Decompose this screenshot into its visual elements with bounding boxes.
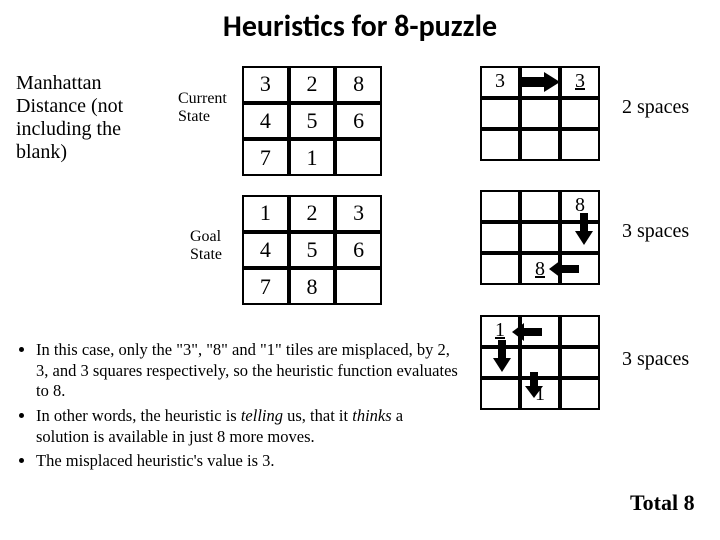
e3-2-2 [560,378,600,410]
e1-2-2 [560,129,600,161]
cs-1-1: 5 [289,103,336,140]
cs-0-2: 8 [335,66,382,103]
gs-2-0: 7 [242,268,289,305]
bullet-2: In other words, the heuristic is telling… [36,406,458,447]
cs-1-0: 4 [242,103,289,140]
current-state-grid: 3 2 8 4 5 6 7 1 [242,66,382,176]
e3-2-0 [480,378,520,410]
e2-1-1 [520,222,560,254]
arrow-down-icon [575,213,593,245]
gs-0-2: 3 [335,195,382,232]
e1-2-1 [520,129,560,161]
bullet-list: In this case, only the "3", "8" and "1" … [18,340,458,476]
e1-1-2 [560,98,600,130]
e3-1-2 [560,347,600,379]
example3-note: 3 spaces [622,348,689,371]
gs-1-2: 6 [335,232,382,269]
e2-2-0 [480,253,520,285]
cs-0-0: 3 [242,66,289,103]
arrow-down3-icon [525,372,543,398]
cs-1-2: 6 [335,103,382,140]
gs-0-1: 2 [289,195,336,232]
cs-2-1: 1 [289,139,336,176]
example1-note: 2 spaces [622,96,689,119]
cs-2-0: 7 [242,139,289,176]
example2-note: 3 spaces [622,220,689,243]
bullet2-b: us, that it [283,406,352,425]
gs-1-0: 4 [242,232,289,269]
subtitle: Manhattan Distance (not including the bl… [16,72,176,164]
arrow-left-icon [549,260,579,278]
cs-2-2 [335,139,382,176]
e1-0-2: 3 [560,66,600,98]
page-title: Heuristics for 8-puzzle [0,8,720,45]
e1-2-0 [480,129,520,161]
current-state-label: Current State [178,90,238,125]
e2-0-1 [520,190,560,222]
bullet2-a: In other words, the heuristic is [36,406,241,425]
arrow-left2-icon [512,323,542,341]
bullet-3: The misplaced heuristic's value is 3. [36,451,458,472]
bullet2-j: thinks [352,406,391,425]
total-label: Total 8 [630,490,695,516]
e2-1-0 [480,222,520,254]
bullet-1: In this case, only the "3", "8" and "1" … [36,340,458,402]
e1-1-0 [480,98,520,130]
e1-1-1 [520,98,560,130]
goal-state-grid: 1 2 3 4 5 6 7 8 [242,195,382,305]
e1-0-0: 3 [480,66,520,98]
goal-state-label: Goal State [190,228,240,263]
arrow-down2-icon [493,340,511,372]
gs-1-1: 5 [289,232,336,269]
cs-0-1: 2 [289,66,336,103]
gs-0-0: 1 [242,195,289,232]
gs-2-2 [335,268,382,305]
arrow-right-icon [522,72,560,92]
bullet2-i: telling [241,406,283,425]
gs-2-1: 8 [289,268,336,305]
e3-0-2 [560,315,600,347]
e2-0-0 [480,190,520,222]
